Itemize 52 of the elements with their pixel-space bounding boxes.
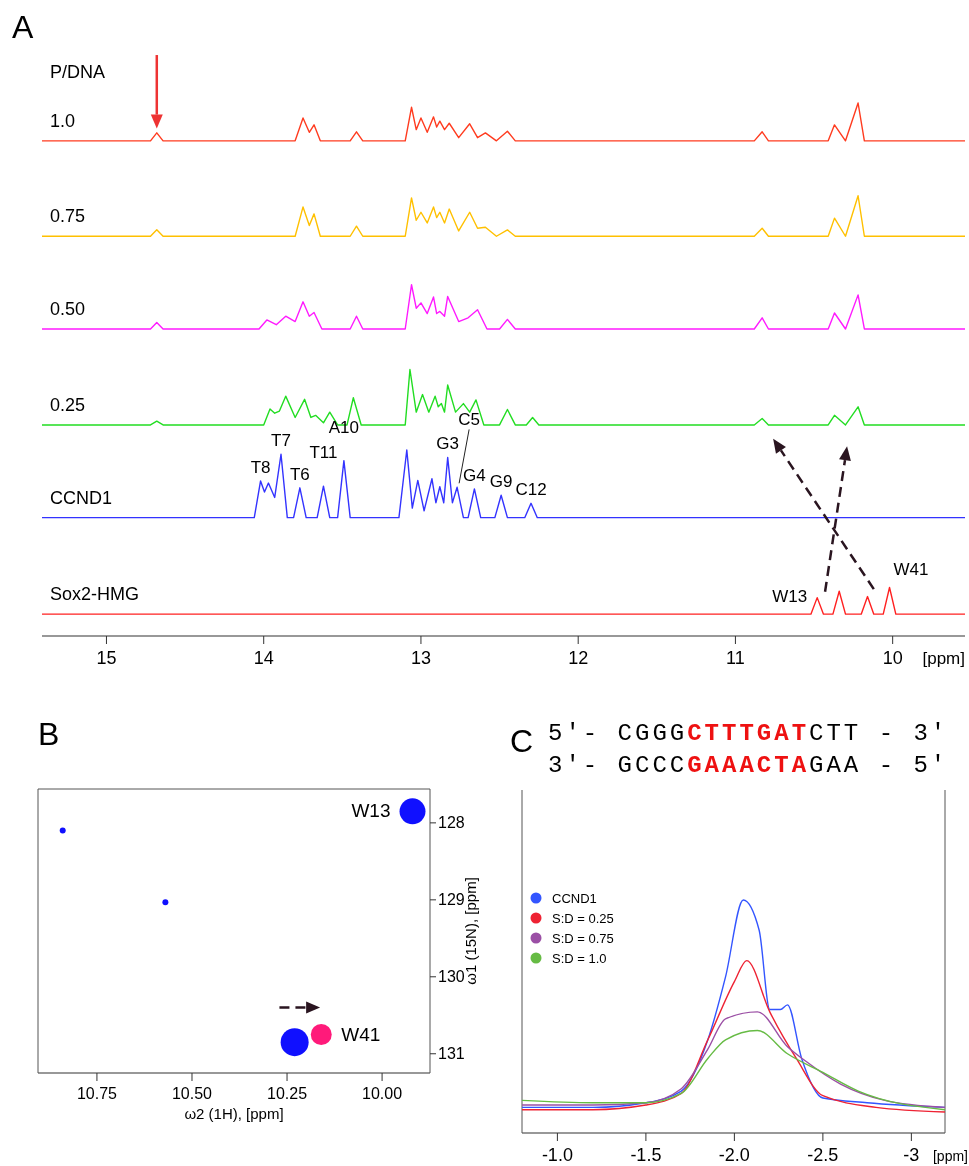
series-label: CCND1 (50, 487, 113, 508)
y-tick-label: 130 (438, 968, 465, 986)
x-tick-label: 12 (568, 648, 589, 668)
x-tick-label: 13 (410, 648, 431, 668)
text: 5′- CGGGCTTTGATCTT - 3′ (548, 720, 949, 747)
x-tick-label: -1.0 (541, 1145, 573, 1165)
x-tick-label: -2.5 (807, 1145, 839, 1165)
annotation: G9 (489, 472, 513, 492)
x-tick-label: -3 (903, 1145, 920, 1165)
series-label: 1.0 (50, 110, 76, 131)
chart-title: A (12, 9, 34, 45)
annotation: G3 (436, 434, 460, 454)
x-tick-label: 15 (96, 648, 117, 668)
annotation: W41 (341, 1023, 381, 1045)
x-tick-label: -2.0 (718, 1145, 750, 1165)
series-label: 0.75 (50, 206, 86, 227)
x-axis-title: ω2 (1H), [ppm] (184, 1105, 284, 1122)
legend-label: S:D = 1.0 (552, 950, 607, 966)
x-tick-label: 10.00 (362, 1085, 403, 1102)
text: 3′- GCCCGAAACTAGAA - 5′ (548, 752, 949, 779)
series-label: 0.25 (50, 394, 86, 415)
series-label: Sox2-HMG (50, 584, 140, 605)
annotation: C5 (458, 410, 480, 430)
annotation: T7 (271, 431, 291, 451)
x-tick-label: 11 (726, 648, 745, 668)
annotation: T6 (289, 464, 310, 484)
legend-label: CCND1 (552, 890, 597, 906)
x-tick-label: -1.5 (630, 1145, 662, 1165)
y-tick-label: 129 (438, 891, 465, 909)
annotation: W41 (893, 560, 929, 580)
x-tick-label: 10.75 (76, 1085, 118, 1102)
x-tick-label: 10 (882, 648, 903, 668)
annotation: W13 (351, 800, 391, 822)
legend-label: S:D = 0.75 (552, 930, 614, 946)
x-tick-label: 10.25 (267, 1085, 308, 1102)
series-label: 0.50 (50, 298, 86, 319)
annotation: A10 (328, 417, 360, 437)
x-tick-label: 10.50 (171, 1085, 213, 1102)
annotation: T8 (250, 457, 271, 477)
chart-title: B (38, 716, 60, 752)
chart-title: C (510, 723, 534, 759)
x-axis-title: [ppm] (922, 649, 965, 668)
legend-label: S:D = 0.25 (552, 910, 614, 926)
y-tick-label: 131 (438, 1045, 465, 1063)
annotation: G4 (463, 465, 486, 485)
y-tick-label: 128 (438, 814, 465, 832)
annotation: C12 (515, 480, 547, 500)
x-tick-label: 14 (253, 648, 274, 668)
annotation: W13 (772, 586, 808, 606)
legend-title: P/DNA (50, 62, 106, 82)
x-axis-title: [ppm] (932, 1148, 968, 1164)
annotation: T11 (309, 443, 338, 463)
